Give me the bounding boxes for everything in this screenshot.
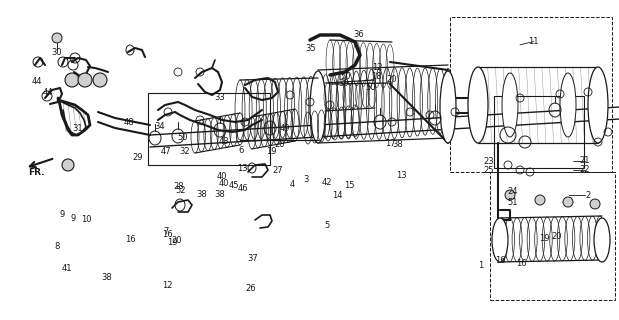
Text: 37: 37 [247,254,258,263]
Text: 34: 34 [154,122,165,131]
Text: 6: 6 [239,146,244,155]
Text: 12: 12 [373,63,383,72]
Text: 26: 26 [245,284,256,293]
Text: 16: 16 [516,260,527,268]
Text: 38: 38 [392,140,403,149]
Text: 25: 25 [484,166,494,175]
Text: 16: 16 [495,256,506,265]
Text: 32: 32 [179,147,190,156]
Text: 47: 47 [160,147,171,156]
Text: 42: 42 [322,178,332,187]
Text: 11: 11 [529,37,539,46]
Text: 50: 50 [178,133,188,142]
Ellipse shape [78,73,92,87]
Text: 15: 15 [345,181,355,190]
Text: 22: 22 [580,165,590,174]
Text: 28: 28 [173,182,184,191]
Ellipse shape [594,218,610,262]
Text: 29: 29 [132,153,142,162]
Ellipse shape [563,197,573,207]
Text: 14: 14 [332,191,342,200]
Text: 19: 19 [540,234,550,243]
Text: 19: 19 [266,147,276,156]
Text: 30: 30 [51,48,63,57]
Text: 1: 1 [478,261,483,270]
Ellipse shape [93,73,107,87]
Text: 9: 9 [59,210,64,219]
Text: 45: 45 [229,181,239,190]
Bar [450,17,612,172]
Text: 33: 33 [214,93,225,102]
Text: 39: 39 [338,79,349,88]
Text: 27: 27 [272,166,283,175]
Text: 51: 51 [508,198,517,207]
Text: 5: 5 [324,221,329,230]
Text: 23: 23 [483,157,495,166]
Ellipse shape [560,73,576,137]
Text: 52: 52 [176,186,186,195]
Text: 21: 21 [580,156,590,165]
Text: 38: 38 [101,273,112,282]
Text: 38: 38 [196,190,207,199]
Ellipse shape [502,73,518,137]
Text: 19: 19 [167,238,177,247]
Ellipse shape [52,33,62,43]
Ellipse shape [590,199,600,209]
Text: 16: 16 [162,230,173,239]
Text: 10: 10 [82,215,92,224]
Text: 40: 40 [219,179,229,188]
Ellipse shape [535,195,545,205]
Text: 48: 48 [123,118,134,127]
Ellipse shape [492,218,508,262]
Text: 41: 41 [62,264,72,273]
Text: FR.: FR. [28,168,45,177]
Text: 18: 18 [371,72,382,81]
Text: 44: 44 [43,88,53,97]
Text: 16: 16 [124,235,136,244]
Ellipse shape [505,190,515,200]
Bar [490,172,615,300]
Text: 20: 20 [386,75,396,84]
Text: 24: 24 [508,187,517,196]
Text: 43: 43 [219,137,230,146]
Bar [148,93,270,165]
Bar [494,96,584,168]
Ellipse shape [588,67,608,143]
Text: 12: 12 [162,281,172,290]
Text: 20: 20 [552,232,562,241]
Text: 46: 46 [237,184,248,193]
Text: 50: 50 [340,72,350,81]
Text: 31: 31 [72,124,83,133]
Text: 4: 4 [290,180,295,188]
Text: 17: 17 [384,139,396,148]
Text: 36: 36 [353,30,365,39]
Text: 38: 38 [214,190,225,199]
Text: 20: 20 [171,236,181,245]
Text: 50: 50 [365,83,375,92]
Text: 7: 7 [163,227,168,236]
Ellipse shape [440,71,456,143]
Text: 40: 40 [217,172,227,181]
Text: 8: 8 [54,242,59,251]
Text: 13: 13 [396,171,407,180]
Text: 13: 13 [237,164,248,173]
Ellipse shape [65,73,79,87]
Ellipse shape [310,71,326,143]
Text: 2: 2 [586,191,591,200]
Text: 35: 35 [305,44,316,53]
Text: 49: 49 [280,124,290,133]
Ellipse shape [468,67,488,143]
Text: 20: 20 [275,140,285,149]
Ellipse shape [62,159,74,171]
Text: 3: 3 [304,175,309,184]
Text: 9: 9 [71,214,76,223]
Text: 44: 44 [32,77,42,86]
